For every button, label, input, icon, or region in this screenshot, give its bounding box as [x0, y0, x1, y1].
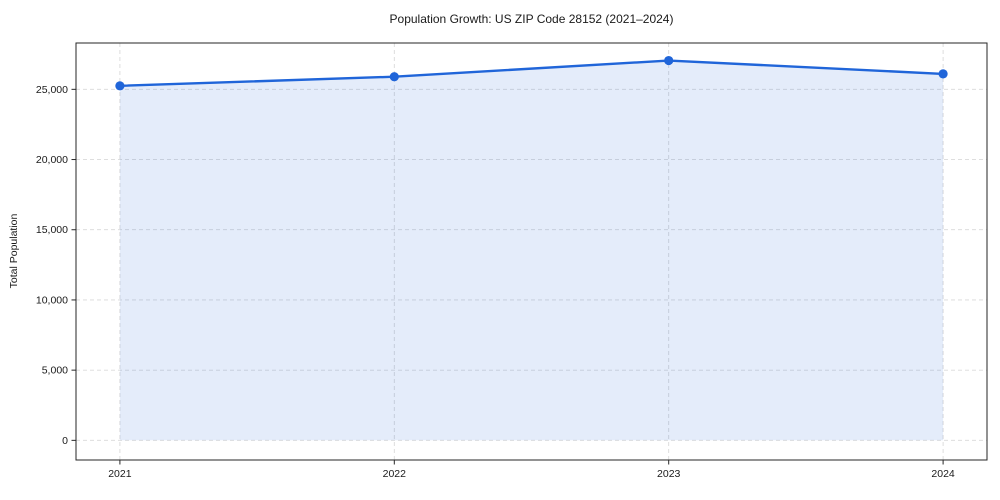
x-tick-label: 2022 [383, 468, 407, 480]
x-tick-label: 2024 [931, 468, 955, 480]
axes-layer: 0 5,000 10,000 15,000 20,000 25,000 2021 2022 20… [36, 42, 988, 480]
y-tick-label: 20,000 [36, 154, 68, 166]
x-tick-label: 2023 [657, 468, 681, 480]
y-tick-label: 25,000 [36, 84, 68, 96]
chart-title: Population Growth: US ZIP Code 28152 (20… [389, 12, 674, 26]
plot-border [75, 42, 988, 461]
y-tick-label: 0 [62, 435, 68, 447]
y-tick-label: 15,000 [36, 224, 68, 236]
data-point [389, 72, 399, 82]
series-line [118, 59, 945, 88]
area-fill [119, 60, 944, 441]
data-point [664, 55, 674, 66]
data-point [115, 81, 125, 91]
grid-layer [76, 43, 987, 460]
y-tick-label: 10,000 [36, 294, 68, 306]
x-tick-label: 2021 [108, 468, 132, 480]
y-axis-label: Total Population [8, 213, 20, 288]
data-point [938, 69, 948, 79]
series-layer [115, 55, 948, 441]
y-tick-label: 5,000 [42, 365, 68, 377]
